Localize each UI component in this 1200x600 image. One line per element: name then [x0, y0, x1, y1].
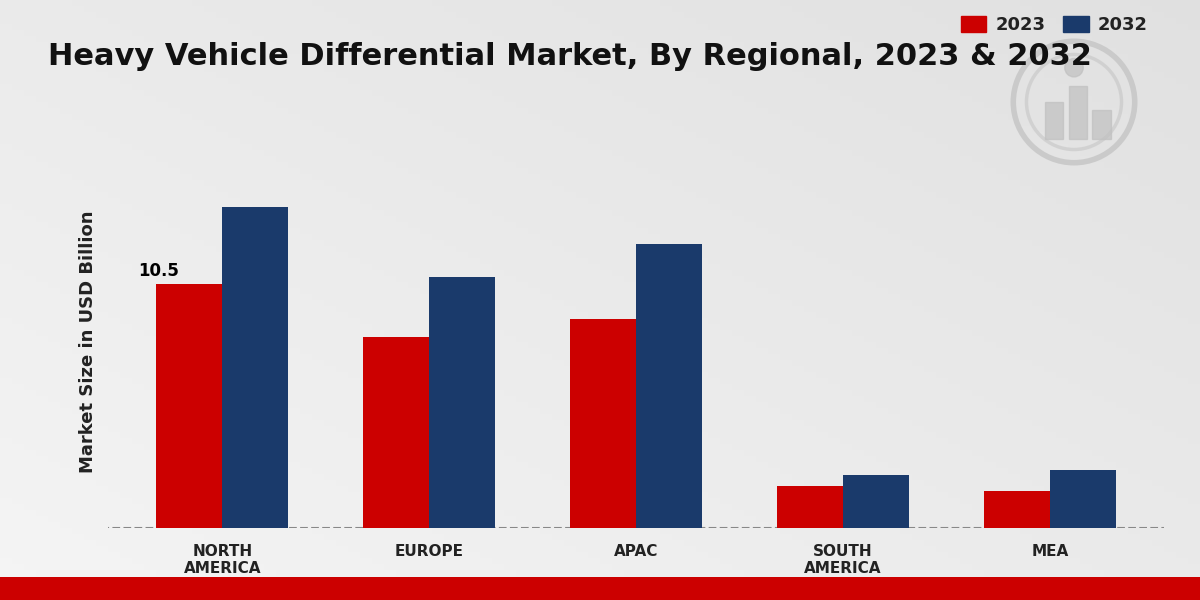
Bar: [1045, 102, 1063, 139]
Bar: [776, 486, 842, 528]
Bar: [222, 207, 288, 528]
Bar: [1050, 470, 1116, 528]
Circle shape: [1064, 58, 1084, 77]
Text: 10.5: 10.5: [138, 262, 179, 280]
Bar: [842, 475, 910, 528]
Bar: [430, 277, 496, 528]
Bar: [1069, 86, 1087, 139]
Bar: [984, 491, 1050, 528]
Bar: [156, 284, 222, 528]
Y-axis label: Market Size in USD Billion: Market Size in USD Billion: [79, 211, 97, 473]
Bar: [362, 337, 430, 528]
Bar: [1092, 110, 1111, 139]
Text: Heavy Vehicle Differential Market, By Regional, 2023 & 2032: Heavy Vehicle Differential Market, By Re…: [48, 42, 1092, 71]
Legend: 2023, 2032: 2023, 2032: [954, 9, 1154, 41]
Bar: [636, 244, 702, 528]
Bar: [570, 319, 636, 528]
